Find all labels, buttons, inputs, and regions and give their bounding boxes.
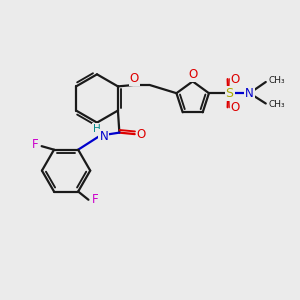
Text: F: F [92, 193, 98, 206]
Text: O: O [231, 101, 240, 114]
Text: F: F [32, 139, 38, 152]
Text: N: N [245, 87, 254, 100]
Text: S: S [226, 87, 233, 100]
Text: H: H [93, 124, 101, 134]
Text: N: N [99, 130, 108, 143]
Text: CH₃: CH₃ [268, 100, 285, 109]
Text: O: O [231, 73, 240, 85]
Text: CH₃: CH₃ [268, 76, 285, 85]
Text: O: O [188, 68, 197, 81]
Text: O: O [130, 72, 139, 85]
Text: O: O [136, 128, 146, 141]
